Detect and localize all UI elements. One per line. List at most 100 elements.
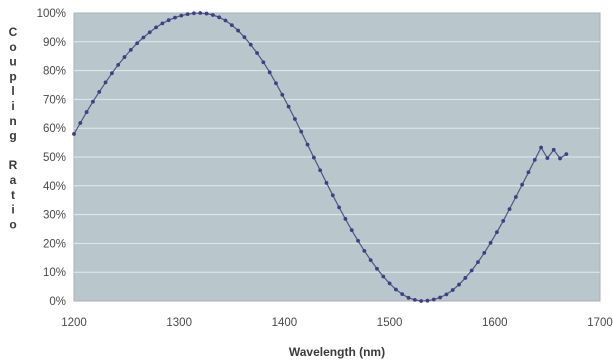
data-point bbox=[463, 276, 468, 280]
y-axis-title-char: i bbox=[11, 203, 14, 217]
data-point bbox=[457, 282, 461, 287]
data-point bbox=[324, 181, 329, 185]
y-axis-title-char: a bbox=[10, 173, 17, 187]
data-point bbox=[501, 219, 506, 223]
data-point bbox=[91, 99, 95, 104]
y-axis-title-char: i bbox=[11, 99, 14, 113]
data-point bbox=[488, 240, 493, 245]
data-point bbox=[318, 168, 323, 173]
data-point bbox=[564, 152, 569, 157]
data-point bbox=[444, 292, 449, 297]
y-tick-label: 30% bbox=[43, 210, 66, 222]
data-point bbox=[267, 70, 272, 75]
x-tick-label: 1600 bbox=[482, 317, 508, 329]
data-point bbox=[223, 18, 228, 23]
data-point bbox=[286, 104, 291, 109]
data-point bbox=[438, 295, 442, 300]
data-point bbox=[469, 268, 474, 273]
data-point bbox=[179, 13, 184, 18]
x-tick-label: 1300 bbox=[166, 317, 192, 329]
y-axis-title-char: o bbox=[9, 40, 16, 54]
data-point bbox=[526, 170, 531, 175]
data-point bbox=[229, 23, 234, 27]
data-point bbox=[236, 28, 241, 33]
data-point bbox=[343, 217, 348, 221]
data-point bbox=[349, 228, 354, 233]
series-group bbox=[72, 11, 569, 303]
data-point bbox=[103, 80, 108, 85]
data-point bbox=[482, 251, 487, 255]
data-point bbox=[337, 205, 342, 210]
data-point bbox=[97, 90, 102, 94]
data-point bbox=[122, 55, 127, 59]
data-point bbox=[192, 11, 196, 16]
data-point bbox=[135, 41, 140, 46]
data-point bbox=[198, 11, 203, 15]
data-point bbox=[210, 13, 215, 17]
data-point bbox=[280, 92, 285, 97]
y-axis-title-char: o bbox=[9, 217, 16, 231]
data-point bbox=[381, 274, 386, 279]
data-point bbox=[242, 35, 247, 40]
data-point bbox=[368, 258, 373, 263]
data-point bbox=[185, 12, 190, 17]
data-point bbox=[425, 298, 430, 303]
data-point bbox=[84, 110, 89, 114]
data-point bbox=[160, 21, 165, 26]
data-point bbox=[109, 71, 114, 76]
data-point bbox=[476, 260, 480, 265]
data-point bbox=[495, 230, 499, 235]
y-tick-labels: 0% 10% 20% 30% 40% 50% 60% 70% 80% 90% 100% bbox=[37, 8, 66, 308]
data-point bbox=[507, 207, 512, 212]
data-point bbox=[394, 287, 398, 292]
grid-lines bbox=[74, 41, 600, 273]
x-tick-label: 1700 bbox=[587, 317, 613, 329]
x-axis-title: Wavelength (nm) bbox=[289, 345, 385, 359]
x-tick-label: 1200 bbox=[61, 317, 87, 329]
x-tick-label: 1500 bbox=[377, 317, 403, 329]
x-tick-labels: 1200 1300 1400 1500 1600 1700 bbox=[61, 317, 613, 329]
data-point bbox=[513, 195, 518, 199]
y-tick-label: 40% bbox=[43, 181, 66, 193]
data-point bbox=[248, 42, 253, 47]
y-axis-title-char: n bbox=[9, 114, 16, 128]
y-axis-title-char: C bbox=[9, 25, 18, 39]
y-tick-label: 50% bbox=[43, 152, 66, 164]
series-markers bbox=[72, 11, 569, 303]
data-point bbox=[520, 182, 525, 187]
data-point bbox=[154, 25, 158, 30]
data-point bbox=[204, 11, 209, 16]
y-axis-title-char: g bbox=[9, 129, 16, 143]
y-tick-label: 100% bbox=[37, 8, 66, 20]
y-tick-label: 10% bbox=[43, 267, 66, 279]
data-point bbox=[116, 62, 121, 67]
data-point bbox=[166, 18, 171, 23]
y-axis-title-char: l bbox=[11, 84, 14, 98]
data-point bbox=[274, 81, 278, 86]
data-point bbox=[217, 15, 222, 20]
data-point bbox=[387, 281, 392, 286]
y-tick-label: 20% bbox=[43, 238, 66, 250]
data-point bbox=[173, 15, 177, 20]
data-point bbox=[412, 297, 417, 302]
y-axis-title-char: p bbox=[9, 69, 16, 83]
data-point bbox=[431, 297, 436, 302]
data-point bbox=[141, 35, 146, 40]
data-point bbox=[362, 248, 367, 253]
y-tick-label: 80% bbox=[43, 66, 66, 78]
y-tick-label: 60% bbox=[43, 123, 66, 135]
data-point bbox=[400, 292, 405, 296]
data-point bbox=[356, 238, 360, 243]
data-point bbox=[558, 156, 562, 161]
data-point bbox=[128, 47, 133, 52]
data-point bbox=[450, 288, 455, 292]
data-point bbox=[299, 129, 304, 134]
data-point bbox=[532, 157, 537, 162]
data-point bbox=[419, 299, 424, 303]
y-tick-label: 0% bbox=[49, 296, 66, 308]
data-point bbox=[255, 51, 259, 55]
y-axis-title-char: u bbox=[9, 55, 16, 69]
